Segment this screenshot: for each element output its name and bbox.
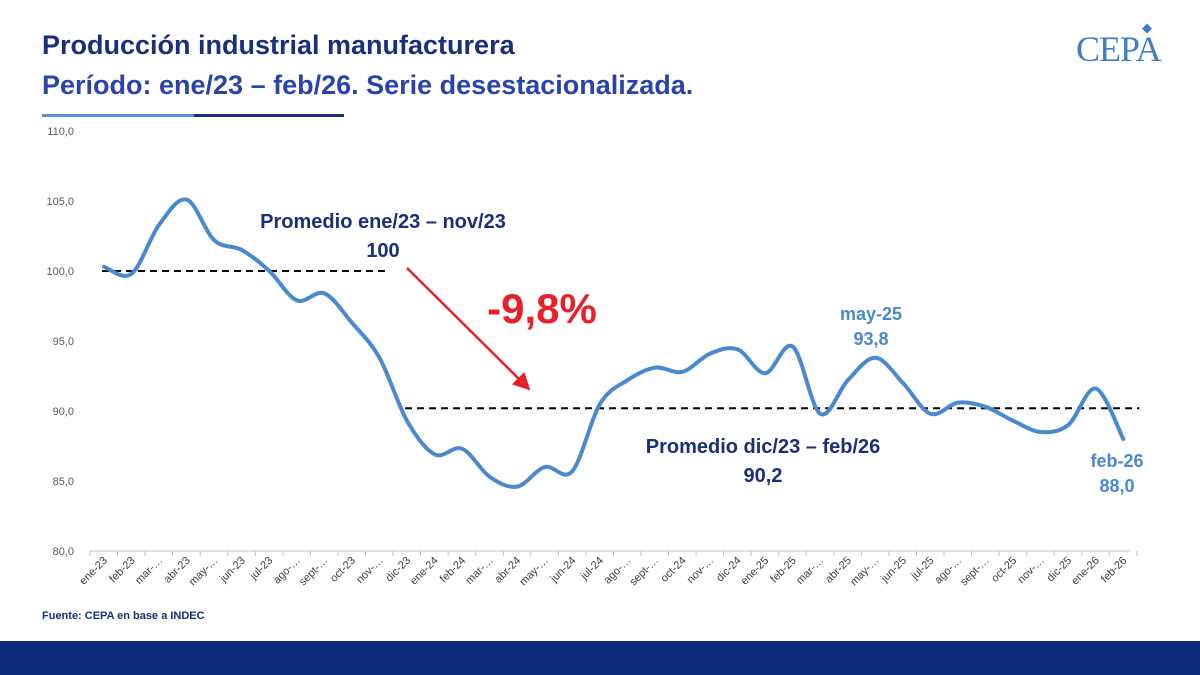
x-tick-label: feb-25 <box>768 555 799 586</box>
line-chart: 80,085,090,095,0100,0105,0110,0ene-23feb… <box>46 126 1143 589</box>
x-tick-label: sept-… <box>297 555 331 589</box>
x-tick-label: sept-… <box>958 555 992 589</box>
x-tick-label: oct-25 <box>989 555 1019 585</box>
change-label: -9,8% <box>487 285 597 332</box>
source-note: Fuente: CEPA en base a INDEC <box>42 610 205 622</box>
logo-star-icon: ◆ <box>1142 20 1152 35</box>
x-tick-label: ene-23 <box>77 555 110 588</box>
x-tick-label: mar-… <box>464 555 496 587</box>
logo-text: CEPA <box>1076 29 1162 69</box>
average-value-1: 100 <box>366 240 399 262</box>
x-tick-label: oct-24 <box>659 555 689 585</box>
series-line <box>102 197 1126 489</box>
y-tick-label: 85,0 <box>53 476 74 488</box>
x-tick-label: nov-… <box>1015 555 1046 586</box>
x-tick-label: sept-… <box>628 555 662 589</box>
x-tick-label: feb-24 <box>438 555 469 586</box>
x-tick-label: jun-24 <box>548 555 579 586</box>
y-tick-label: 105,0 <box>46 196 74 208</box>
x-tick-label: nov-… <box>685 555 716 586</box>
x-tick-label: mar-… <box>794 555 826 587</box>
title-underline-dark <box>194 114 344 117</box>
change-arrow <box>406 267 531 391</box>
footer-bar <box>0 641 1200 675</box>
x-tick-label: feb-26 <box>1099 555 1130 586</box>
x-tick-label: may-… <box>848 555 882 589</box>
cepa-logo: ◆ CEPA <box>1076 20 1168 70</box>
average-label-2: Promedio dic/23 – feb/26 <box>646 436 881 458</box>
average-label-1: Promedio ene/23 – nov/23 <box>260 211 506 233</box>
x-tick-label: jun-23 <box>217 555 248 586</box>
y-tick-label: 90,0 <box>53 406 74 418</box>
x-tick-label: feb-23 <box>107 555 138 586</box>
point-label-name: may-25 <box>840 304 902 324</box>
point-label-value: 88,0 <box>1099 476 1134 496</box>
y-tick-label: 95,0 <box>53 336 74 348</box>
y-tick-label: 110,0 <box>47 126 74 138</box>
chart-title: Producción industrial manufacturera <box>42 30 515 60</box>
x-tick-label: may-… <box>187 555 221 589</box>
x-tick-label: jun-25 <box>878 555 909 586</box>
title-underline-light <box>42 114 194 117</box>
x-tick-label: nov-… <box>354 555 385 586</box>
point-label-name: feb-26 <box>1090 451 1143 471</box>
y-tick-label: 100,0 <box>46 266 74 278</box>
x-tick-label: ene-26 <box>1069 555 1102 588</box>
x-tick-label: may-… <box>517 555 551 589</box>
y-tick-label: 80,0 <box>53 546 74 558</box>
average-value-2: 90,2 <box>744 465 783 487</box>
chart-subtitle: Período: ene/23 – feb/26. Serie desestac… <box>42 70 694 100</box>
x-tick-label: ene-24 <box>408 555 441 588</box>
x-tick-label: oct-23 <box>328 555 358 585</box>
point-label-value: 93,8 <box>853 329 888 349</box>
x-tick-label: ene-25 <box>739 555 772 588</box>
x-tick-label: mar-… <box>133 555 165 587</box>
